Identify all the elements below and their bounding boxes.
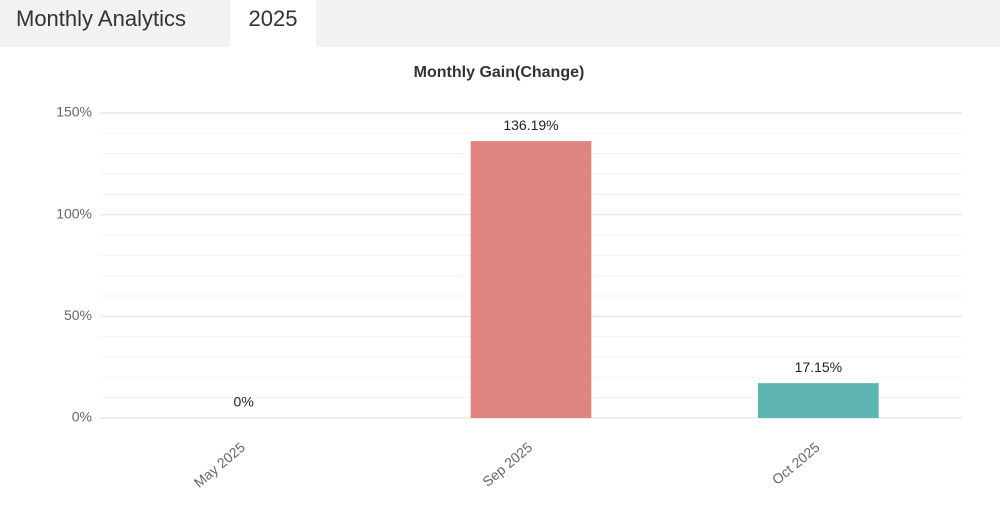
y-tick-label: 100%: [56, 205, 92, 221]
x-tick-label: Sep 2025: [479, 439, 535, 490]
year-tab[interactable]: 2025: [249, 6, 298, 31]
value-label: 0%: [234, 394, 254, 410]
year-tab-bg[interactable]: [230, 0, 316, 47]
header-title: Monthly Analytics: [16, 6, 186, 31]
y-tick-label: 150%: [56, 104, 92, 120]
header-bar: [0, 0, 1000, 47]
x-tick-label: Oct 2025: [769, 439, 823, 488]
x-tick-label: May 2025: [191, 439, 249, 491]
chart-title: Monthly Gain(Change): [414, 64, 585, 81]
y-tick-label: 50%: [64, 307, 92, 323]
value-label: 136.19%: [503, 117, 558, 133]
bar: [757, 383, 879, 418]
value-label: 17.15%: [795, 359, 842, 375]
y-tick-label: 0%: [72, 409, 92, 425]
bar: [470, 141, 592, 419]
